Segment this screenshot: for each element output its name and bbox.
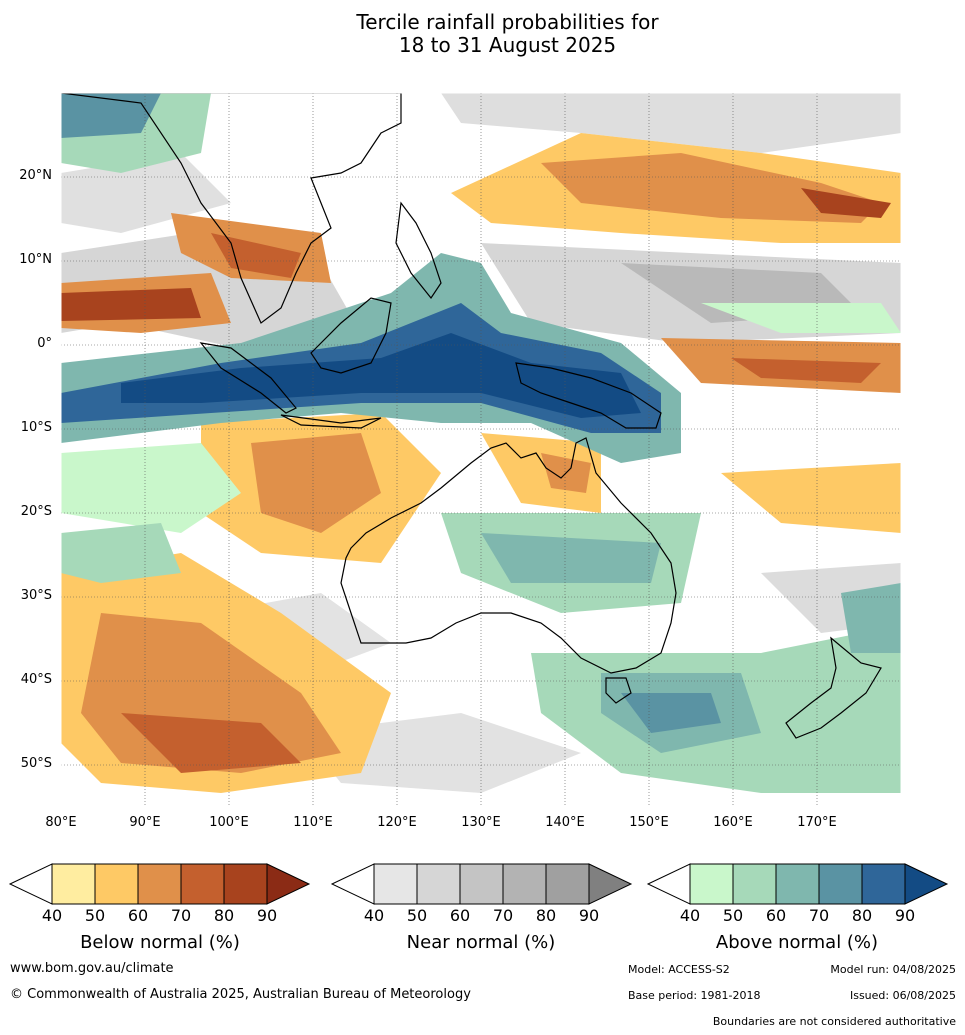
footer-url-link[interactable]: www.bom.gov.au/climate	[10, 961, 174, 976]
footer-copyright: © Commonwealth of Australia 2025, Austra…	[10, 987, 471, 1002]
lat-label-50s: 50°S	[20, 756, 52, 771]
map-title-line1: Tercile rainfall probabilities for	[356, 10, 659, 34]
borneo-coastline	[310, 297, 392, 374]
lat-label-equator: 0°	[37, 336, 52, 351]
legend-near-tick-60: 60	[449, 906, 471, 925]
new-zealand-coastline	[785, 636, 882, 739]
lon-label-90e: 90°E	[129, 815, 161, 830]
footer-model-run: Model run: 04/08/2025	[830, 963, 956, 976]
lat-label-10s: 10°S	[20, 420, 52, 435]
lat-label-20n: 20°N	[19, 168, 52, 183]
lat-label-20s: 20°S	[20, 504, 52, 519]
legend-below-tick-50: 50	[84, 906, 106, 925]
sumatra-coastline	[199, 342, 297, 414]
lon-label-130e: 130°E	[461, 815, 501, 830]
legend-below-tick-70: 70	[170, 906, 192, 925]
lon-label-80e: 80°E	[45, 815, 77, 830]
above-normal-regions	[61, 93, 901, 793]
legend-below-tick-80: 80	[213, 906, 235, 925]
footer-base-period: Base period: 1981-2018	[628, 989, 761, 1002]
new-guinea-coastline	[515, 362, 662, 429]
coastlines	[61, 93, 882, 739]
footer-disclaimer: Boundaries are not considered authoritat…	[712, 1015, 956, 1028]
legend-above-tick-50: 50	[722, 906, 744, 925]
legend-near-tick-40: 40	[363, 906, 385, 925]
legend-above-normal-colorbar	[646, 863, 949, 905]
below-normal-regions	[61, 133, 901, 793]
legend-below-normal-colorbar	[8, 863, 311, 905]
lon-label-110e: 110°E	[293, 815, 333, 830]
legend-above-tick-90: 90	[894, 906, 916, 925]
lat-label-40s: 40°S	[20, 672, 52, 687]
legend-near-tick-70: 70	[492, 906, 514, 925]
lon-label-160e: 160°E	[713, 815, 753, 830]
australia-coastline	[340, 437, 677, 674]
legend-near-tick-80: 80	[535, 906, 557, 925]
tasmania-coastline	[605, 677, 632, 704]
graticule	[61, 93, 901, 806]
philippines-coastline	[395, 201, 442, 300]
mainland-asia-coastline	[61, 93, 402, 324]
legend-near-normal-title: Near normal (%)	[406, 932, 556, 953]
legend-near-normal-colorbar	[330, 863, 633, 905]
legend-below-tick-60: 60	[127, 906, 149, 925]
legend-above-tick-70: 70	[808, 906, 830, 925]
legend-near-tick-50: 50	[406, 906, 428, 925]
lon-label-120e: 120°E	[377, 815, 417, 830]
probability-map	[61, 93, 901, 806]
java-coastline	[280, 414, 382, 429]
legend-below-normal-title: Below normal (%)	[80, 932, 240, 953]
footer-issued: Issued: 06/08/2025	[849, 989, 956, 1002]
legend-near-tick-90: 90	[578, 906, 600, 925]
lat-label-10n: 10°N	[19, 252, 52, 267]
lat-label-30s: 30°S	[20, 588, 52, 603]
legend-above-tick-60: 60	[765, 906, 787, 925]
map-title-line2: 18 to 31 August 2025	[398, 33, 617, 57]
legend-above-normal-title: Above normal (%)	[715, 932, 879, 953]
legend-below-tick-90: 90	[256, 906, 278, 925]
legend-below-tick-40: 40	[41, 906, 63, 925]
footer-model: Model: ACCESS-S2	[628, 963, 730, 976]
lon-label-100e: 100°E	[209, 815, 249, 830]
legend-above-tick-80: 80	[851, 906, 873, 925]
lon-label-150e: 150°E	[629, 815, 669, 830]
lon-label-170e: 170°E	[797, 815, 837, 830]
legend-above-tick-40: 40	[679, 906, 701, 925]
lon-label-140e: 140°E	[545, 815, 585, 830]
